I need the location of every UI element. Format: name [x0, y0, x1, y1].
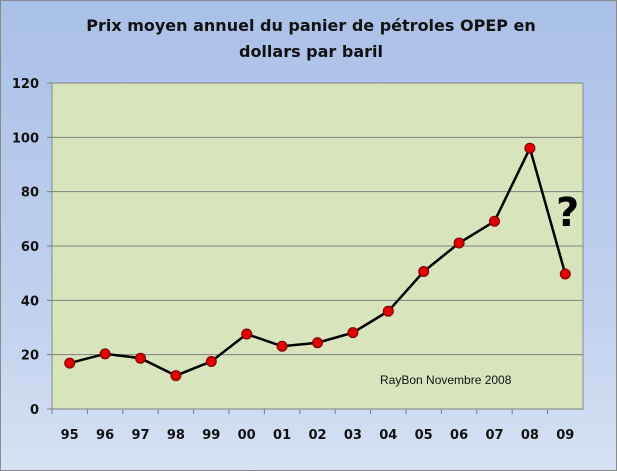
x-tick-label: 04	[379, 428, 397, 443]
x-tick-label: 03	[344, 428, 362, 443]
x-tick-label: 05	[415, 428, 433, 443]
x-tick-label: 08	[521, 428, 539, 443]
data-point	[276, 340, 288, 352]
x-tick-label: 96	[96, 428, 114, 443]
annotation-question-mark: ?	[556, 190, 579, 236]
x-tick-label: 99	[202, 428, 220, 443]
data-point	[205, 355, 217, 367]
data-point	[347, 327, 359, 339]
y-tick-label: 60	[21, 240, 39, 255]
data-point	[382, 305, 394, 317]
annotation-credit: RayBon Novembre 2008	[380, 373, 512, 387]
x-tick-label: 01	[273, 428, 291, 443]
x-tick-label: 07	[485, 428, 503, 443]
y-tick-label: 20	[21, 349, 39, 364]
y-tick-label: 80	[21, 186, 39, 201]
x-tick-label: 06	[450, 428, 468, 443]
x-tick-label: 95	[61, 428, 79, 443]
data-point	[99, 348, 111, 360]
y-tick-label: 0	[30, 403, 39, 418]
x-tick-label: 02	[308, 428, 326, 443]
data-point	[170, 370, 182, 382]
x-tick-label: 97	[131, 428, 149, 443]
data-point	[559, 268, 571, 280]
x-tick-label: 09	[556, 428, 574, 443]
y-tick-label: 100	[12, 131, 39, 146]
y-tick-label: 40	[21, 294, 39, 309]
data-point	[312, 337, 323, 349]
data-point	[489, 215, 500, 227]
data-point	[418, 266, 430, 278]
x-tick-label: 00	[238, 428, 256, 443]
data-point	[241, 328, 253, 340]
chart-title-line1: Prix moyen annuel du panier de pétroles …	[86, 16, 536, 35]
data-point	[453, 237, 465, 249]
data-point	[135, 352, 146, 364]
data-point	[524, 142, 536, 154]
y-tick-label: 120	[12, 77, 39, 92]
chart-title-line2: dollars par baril	[238, 42, 383, 61]
chart-title: Prix moyen annuel du panier de pétroles …	[61, 13, 561, 65]
x-tick-label: 98	[167, 428, 185, 443]
data-point	[64, 357, 76, 369]
